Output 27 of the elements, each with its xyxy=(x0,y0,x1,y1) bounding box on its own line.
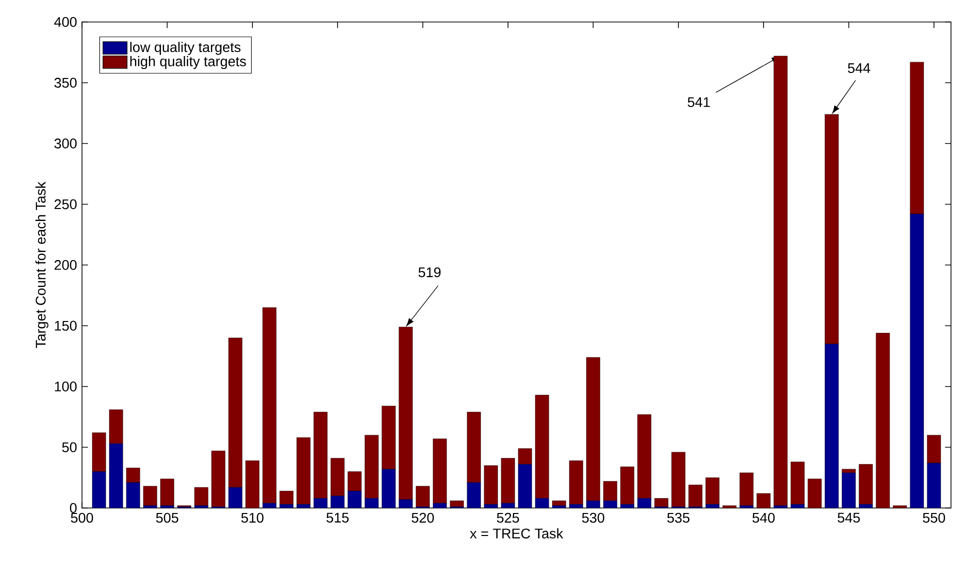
annotation: 541 xyxy=(688,97,710,108)
y-tick-label: 250 xyxy=(54,199,77,210)
x-tick-label: 540 xyxy=(752,512,775,523)
x-tick-label: 550 xyxy=(922,512,946,523)
x-axis-title: x = TREC Task xyxy=(470,528,564,538)
x-tick-label: 535 xyxy=(667,512,690,523)
x-tick-label: 515 xyxy=(326,512,349,523)
y-tick-label: 100 xyxy=(54,382,77,392)
x-tick-label: 545 xyxy=(838,512,860,523)
y-tick-label: 350 xyxy=(54,78,77,88)
annotation: 544 xyxy=(848,63,870,74)
x-tick-label: 530 xyxy=(582,512,604,523)
y-tick-label: 400 xyxy=(54,17,77,27)
x-tick-label: 505 xyxy=(156,512,178,523)
x-tick-label: 520 xyxy=(412,512,434,523)
x-tick-label: 510 xyxy=(241,512,264,523)
legend-label: high quality targets xyxy=(130,56,246,70)
annotation: 519 xyxy=(418,267,441,278)
y-axis-title: Target Count for each Task xyxy=(35,182,48,348)
x-tick-label: 500 xyxy=(70,512,94,523)
y-tick-label: 150 xyxy=(54,320,77,331)
y-tick-label: 0 xyxy=(70,503,77,513)
legend-label: low quality targets xyxy=(130,42,240,55)
y-tick-label: 300 xyxy=(54,138,77,148)
y-tick-label: 200 xyxy=(54,260,77,270)
x-tick-label: 525 xyxy=(496,512,520,523)
y-tick-label: 50 xyxy=(62,442,77,452)
